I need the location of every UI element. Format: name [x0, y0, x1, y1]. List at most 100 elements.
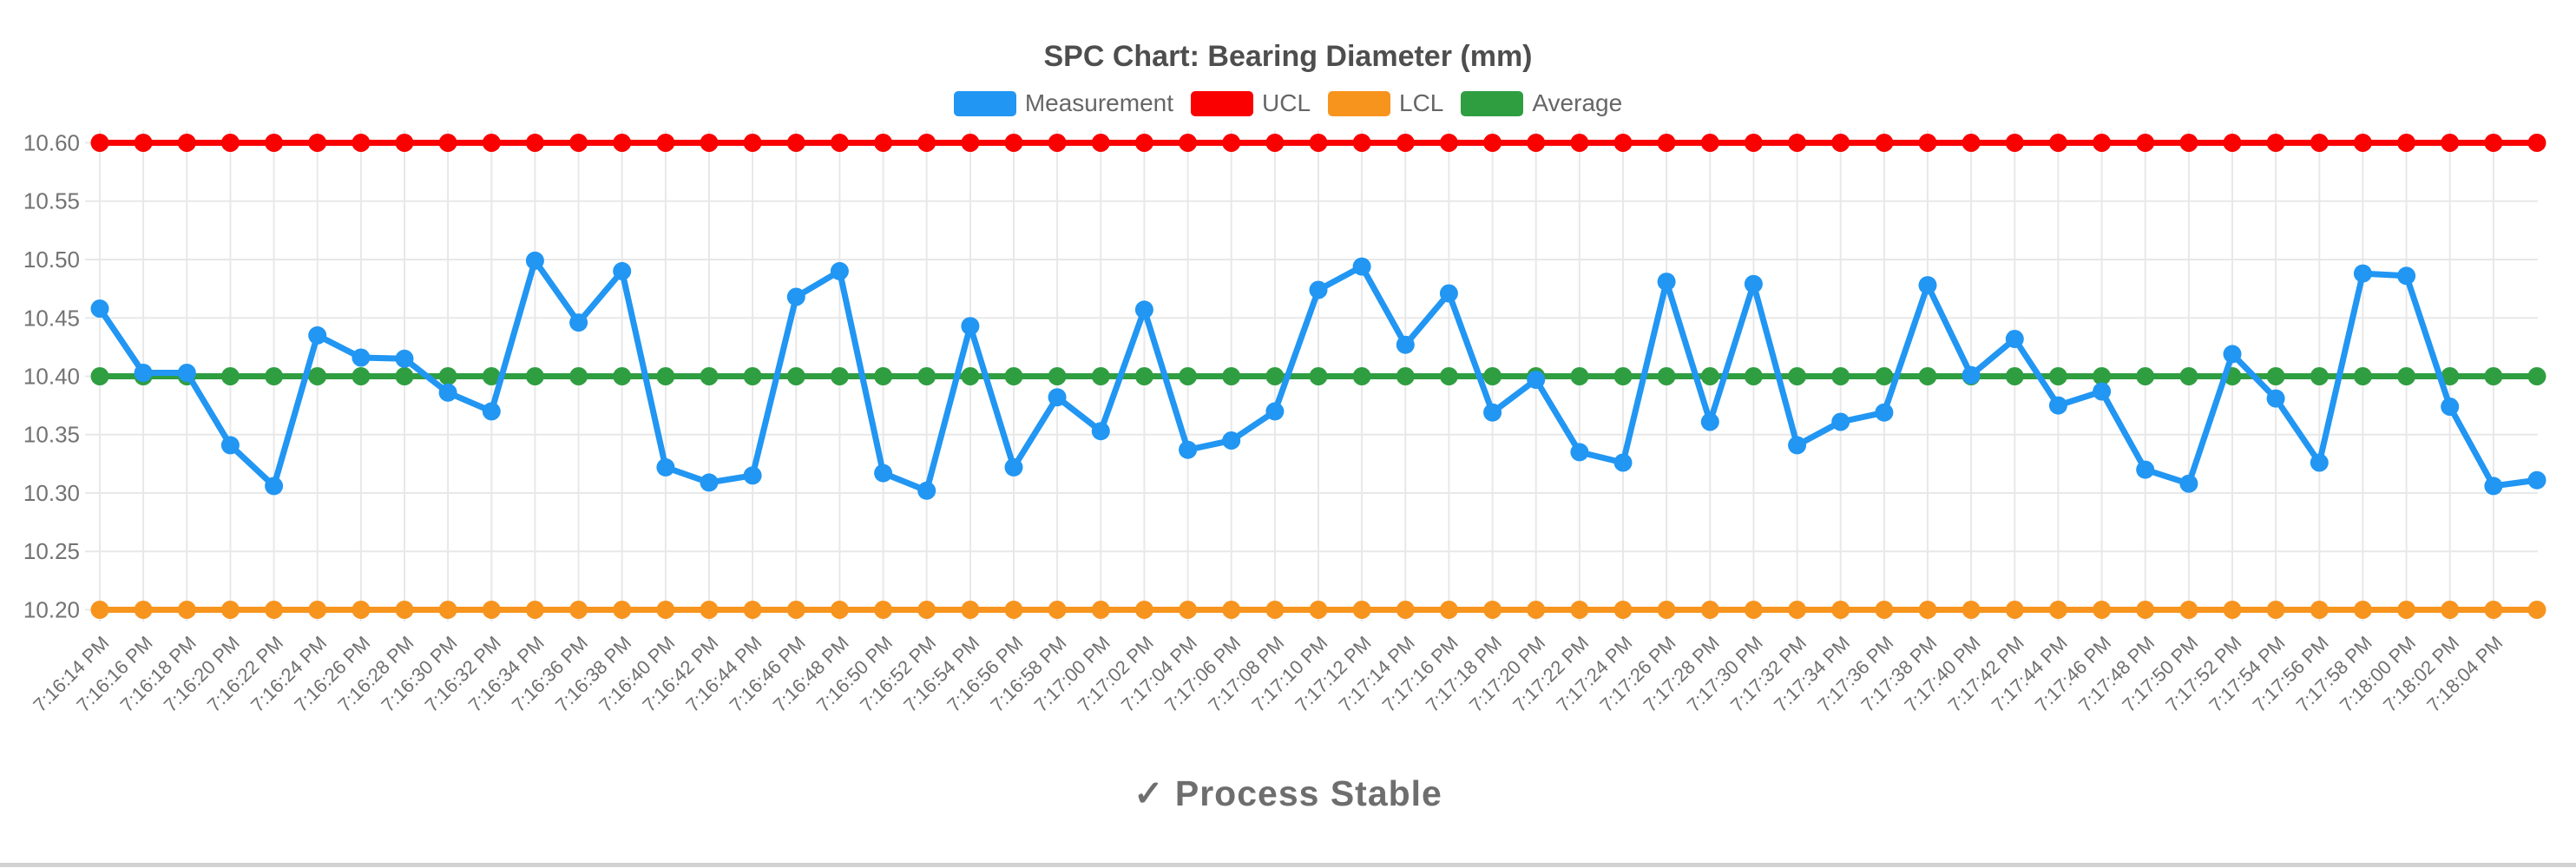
process-status-text: ✓ Process Stable	[1134, 773, 1442, 813]
ucl-point	[1744, 134, 1763, 152]
average-point	[743, 367, 762, 385]
lcl-point	[220, 601, 240, 619]
lcl-point	[177, 601, 196, 619]
legend-label: LCL	[1399, 89, 1444, 116]
lcl-point	[1222, 601, 1241, 619]
y-tick-label: 10.40	[23, 364, 80, 390]
lcl-point	[2179, 601, 2198, 619]
ucl-point	[134, 134, 153, 152]
average-point	[1744, 367, 1763, 385]
measurement-point	[830, 261, 849, 280]
x-axis-labels: 7:16:14 PM7:16:16 PM7:16:18 PM7:16:20 PM…	[29, 632, 2507, 716]
ucl-point	[1570, 134, 1589, 152]
lcl-point	[1613, 601, 1633, 619]
ucl-point	[2310, 134, 2329, 152]
lcl-point	[2093, 601, 2112, 619]
average-point	[2179, 367, 2198, 385]
lcl-point	[2353, 601, 2372, 619]
measurement-point	[2179, 474, 2198, 493]
ucl-point	[1439, 134, 1458, 152]
ucl-point	[2527, 134, 2546, 152]
average-point	[1352, 367, 1371, 385]
lcl-point	[2441, 601, 2460, 619]
legend-swatch-measurement	[953, 90, 1016, 116]
measurement-point	[2136, 460, 2155, 479]
ucl-point	[2484, 134, 2503, 152]
legend-item-average[interactable]: Average	[1461, 89, 1622, 117]
legend-item-lcl[interactable]: LCL	[1328, 89, 1443, 117]
y-tick-label: 10.35	[23, 422, 80, 448]
average-point	[1309, 367, 1328, 385]
legend-label: UCL	[1262, 89, 1311, 116]
lcl-point	[961, 601, 980, 619]
measurement-point	[308, 326, 327, 345]
lcl-point	[1439, 601, 1458, 619]
average-point	[1613, 367, 1633, 385]
ucl-point	[1831, 134, 1850, 152]
ucl-point	[613, 134, 632, 152]
y-tick-label: 10.45	[23, 305, 80, 331]
ucl-point	[2223, 134, 2242, 152]
lcl-point	[1875, 601, 1894, 619]
average-point	[1570, 367, 1589, 385]
lcl-point	[352, 601, 371, 619]
lcl-point	[1962, 601, 1981, 619]
lcl-point	[830, 601, 849, 619]
y-tick-label: 10.25	[23, 538, 80, 564]
ucl-point	[1788, 134, 1807, 152]
lcl-point	[917, 601, 936, 619]
ucl-point	[656, 134, 675, 152]
y-axis-labels: 10.60 10.55 10.50 10.45 10.40 10.35 10.30 10.25…	[23, 130, 80, 623]
ucl-point	[1613, 134, 1633, 152]
measurement-point	[2527, 470, 2546, 490]
ucl-point	[874, 134, 893, 152]
ucl-point	[2179, 134, 2198, 152]
lcl-point	[656, 601, 675, 619]
lcl-point	[613, 601, 632, 619]
average-point	[395, 367, 414, 385]
ucl-point	[2266, 134, 2285, 152]
average-point	[700, 367, 719, 385]
ucl-point	[1527, 134, 1546, 152]
measurement-point	[1657, 273, 1676, 292]
measurement-point	[2005, 330, 2024, 348]
measurement-point	[2266, 389, 2285, 408]
lcl-point	[438, 601, 457, 619]
lcl-point	[525, 601, 544, 619]
measurement-point	[2353, 264, 2372, 283]
lcl-point	[308, 601, 327, 619]
average-point	[569, 367, 588, 385]
average-point	[1179, 367, 1198, 385]
chart-legend: Measurement UCL LCL Average	[0, 89, 2576, 117]
legend-item-ucl[interactable]: UCL	[1191, 89, 1311, 117]
measurement-point	[786, 287, 805, 306]
measurement-point	[1613, 453, 1633, 472]
lcl-point	[2223, 601, 2242, 619]
ucl-point	[1657, 134, 1676, 152]
measurement-point	[917, 481, 936, 500]
average-point	[2005, 367, 2024, 385]
measurement-point	[961, 317, 980, 336]
average-point	[2441, 367, 2460, 385]
lcl-point	[1570, 601, 1589, 619]
average-point	[2310, 367, 2329, 385]
lcl-point	[1179, 601, 1198, 619]
ucl-point	[90, 134, 109, 152]
average-point	[2527, 367, 2546, 385]
lcl-point	[2048, 601, 2067, 619]
ucl-point	[830, 134, 849, 152]
legend-item-measurement[interactable]: Measurement	[953, 89, 1173, 117]
ucl-point	[1004, 134, 1023, 152]
ucl-point	[482, 134, 501, 152]
lcl-point	[1048, 601, 1067, 619]
measurement-series	[90, 251, 2546, 500]
lcl-point	[1309, 601, 1328, 619]
average-point	[308, 367, 327, 385]
measurement-point	[1744, 274, 1763, 293]
average-point	[917, 367, 936, 385]
measurement-point	[90, 299, 109, 318]
lcl-point	[265, 601, 284, 619]
average-point	[1918, 367, 1937, 385]
ucl-point	[1396, 134, 1415, 152]
